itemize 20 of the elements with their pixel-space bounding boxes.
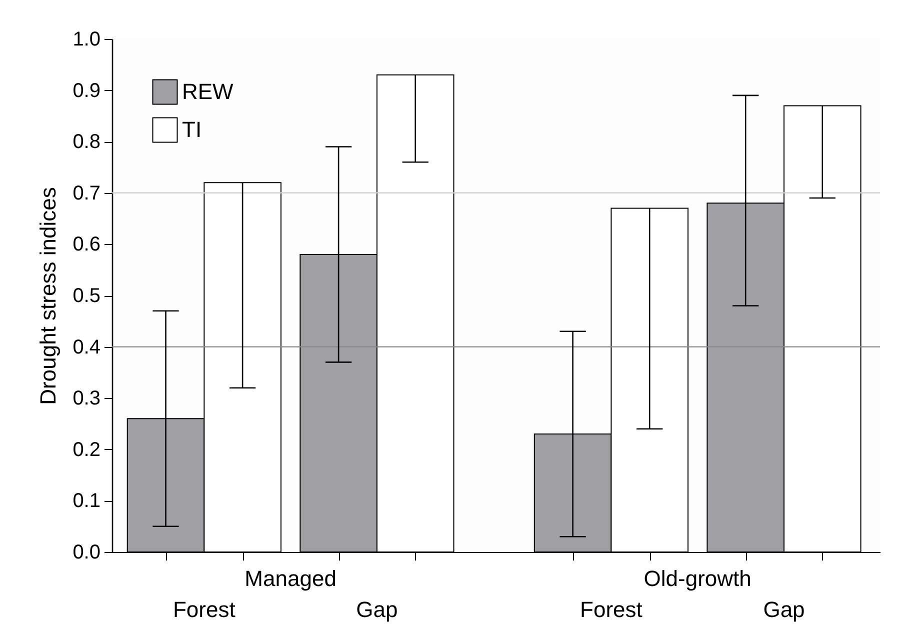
y-tick-label: 0.8: [72, 131, 100, 154]
y-tick-label: 0.3: [72, 388, 100, 410]
text: Managed: [244, 566, 336, 591]
y-tick-label: 0.1: [72, 490, 100, 512]
y-tick-label: 0.9: [72, 80, 100, 102]
legend-label: REW: [182, 79, 234, 104]
x-tick-label: Forest: [172, 597, 236, 622]
y-tick-label: 0.4: [72, 336, 100, 358]
x-tick-label: Gap: [763, 597, 805, 622]
y-axis-title: Drought stress indices: [36, 187, 61, 405]
x-tick-label: Gap: [356, 597, 398, 622]
y-tick-label: 0.5: [72, 285, 100, 307]
y-tick-label: 0.0: [72, 542, 100, 564]
text: Old-growth: [644, 566, 752, 591]
y-tick-label: 0.2: [72, 438, 100, 461]
legend-label: TI: [182, 117, 202, 142]
y-tick-label: 1.0: [72, 28, 100, 50]
y-tick-label: 0.6: [72, 234, 100, 256]
y-tick-label: 0.7: [72, 182, 100, 204]
x-tick-label: Forest: [580, 597, 642, 622]
